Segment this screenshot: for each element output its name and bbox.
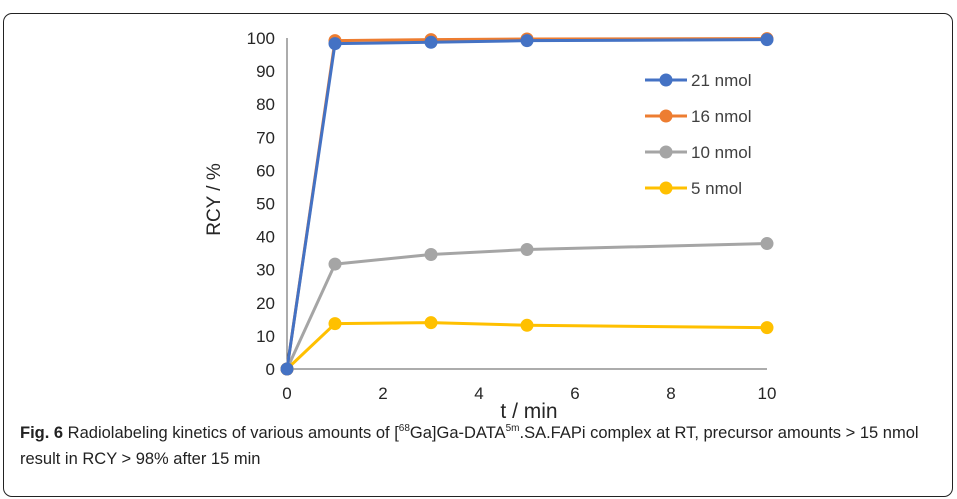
legend-label: 21 nmol <box>691 71 751 90</box>
x-axis-label: t / min <box>500 400 557 420</box>
x-tick-label: 2 <box>378 384 387 403</box>
data-point <box>328 37 342 51</box>
y-tick-label: 50 <box>256 195 275 214</box>
legend-label: 16 nmol <box>691 107 751 126</box>
caption-superscript: 68 <box>398 422 410 434</box>
y-tick-label: 0 <box>266 360 275 379</box>
data-point <box>424 35 438 49</box>
y-tick-label: 10 <box>256 327 275 346</box>
legend-marker <box>659 181 673 195</box>
legend-marker <box>659 145 673 159</box>
series-line <box>285 242 768 370</box>
data-point <box>760 321 774 335</box>
data-point <box>280 362 294 376</box>
y-tick-label: 40 <box>256 228 275 247</box>
line-chart: 0 10 20 30 40 50 60 70 80 90 100 0 2 4 6 8 10 t / min RCY … <box>204 29 777 420</box>
data-point <box>760 33 774 47</box>
y-tick-label: 80 <box>256 95 275 114</box>
y-tick-label: 60 <box>256 161 275 180</box>
caption-label: Fig. 6 <box>20 424 64 442</box>
data-point <box>520 243 534 257</box>
x-tick-label: 4 <box>474 384 483 403</box>
legend-label: 10 nmol <box>691 143 751 162</box>
data-point <box>760 237 774 251</box>
x-tick-label: 10 <box>758 384 777 403</box>
data-point <box>520 34 534 48</box>
figure-caption: Fig. 6 Radiolabeling kinetics of various… <box>20 420 920 472</box>
caption-superscript: 5m <box>505 422 520 434</box>
x-tick-label: 8 <box>666 384 675 403</box>
data-point <box>424 247 438 261</box>
caption-text: Ga]Ga-DATA <box>409 424 506 442</box>
data-point <box>328 257 342 271</box>
y-tick-label: 90 <box>256 62 275 81</box>
y-tick-label: 30 <box>256 261 275 280</box>
data-point <box>424 316 438 330</box>
x-tick-label: 0 <box>282 384 291 403</box>
y-tick-label: 20 <box>256 294 275 313</box>
y-tick-label: 100 <box>247 29 275 48</box>
legend-marker <box>659 109 673 123</box>
data-point <box>328 317 342 331</box>
y-tick-label: 70 <box>256 128 275 147</box>
caption-text: Radiolabeling kinetics of various amount… <box>63 424 399 442</box>
figure-frame <box>3 13 953 497</box>
data-point <box>520 318 534 332</box>
y-axis-label: RCY / % <box>204 163 225 236</box>
caption-text: .SA.FAPi complex at RT, precursor amount… <box>20 424 919 468</box>
x-tick-label: 6 <box>570 384 579 403</box>
legend-marker <box>659 73 673 87</box>
legend-label: 5 nmol <box>691 179 742 198</box>
